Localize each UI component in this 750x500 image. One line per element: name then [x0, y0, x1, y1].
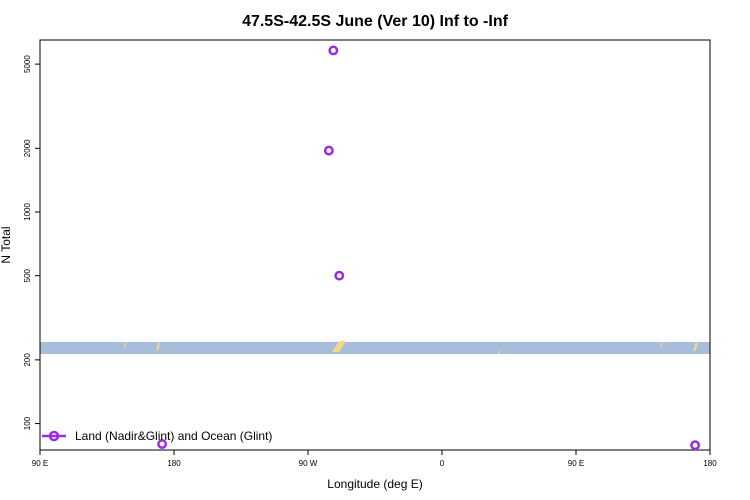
plot-frame — [39, 39, 711, 451]
land-patch — [693, 343, 698, 351]
y-tick-label: 500 — [23, 268, 32, 282]
land-patch — [156, 343, 160, 351]
chart-title: 47.5S-42.5S June (Ver 10) Inf to -Inf — [242, 13, 509, 30]
x-tick-label: 180 — [167, 459, 181, 468]
legend-marker — [48, 430, 60, 442]
x-tick-label: 0 — [440, 459, 445, 468]
y-tick-label: 100 — [23, 416, 32, 430]
data-point — [328, 45, 339, 56]
y-tick-label: 2000 — [23, 139, 32, 157]
x-tick-label: 90 W — [299, 459, 318, 468]
y-axis-label: N Total — [0, 226, 13, 263]
data-point — [334, 270, 345, 281]
legend-label: Land (Nadir&Glint) and Ocean (Glint) — [75, 429, 272, 443]
y-axis: 100 200 500 1000 2000 5000 — [23, 55, 40, 430]
x-axis: 90 E 180 90 W 0 90 E 180 — [32, 450, 717, 468]
y-tick-label: 200 — [23, 353, 32, 367]
map-strip — [40, 341, 710, 354]
data-points — [157, 45, 701, 451]
y-tick-label: 5000 — [23, 55, 32, 73]
data-point — [690, 440, 701, 451]
data-point — [157, 439, 168, 450]
x-tick-label: 90 E — [32, 459, 48, 468]
data-point — [323, 145, 334, 156]
x-tick-label: 180 — [703, 459, 717, 468]
x-tick-label: 90 E — [568, 459, 584, 468]
land-patch — [660, 343, 663, 347]
land-patch — [332, 341, 346, 352]
y-tick-label: 1000 — [23, 203, 32, 221]
ocean-strip — [40, 342, 710, 354]
x-axis-label: Longitude (deg E) — [327, 477, 422, 491]
land-patch — [498, 351, 501, 353]
land-patch — [124, 343, 127, 348]
land-strip — [124, 341, 698, 353]
legend: Land (Nadir&Glint) and Ocean (Glint) — [42, 429, 272, 443]
